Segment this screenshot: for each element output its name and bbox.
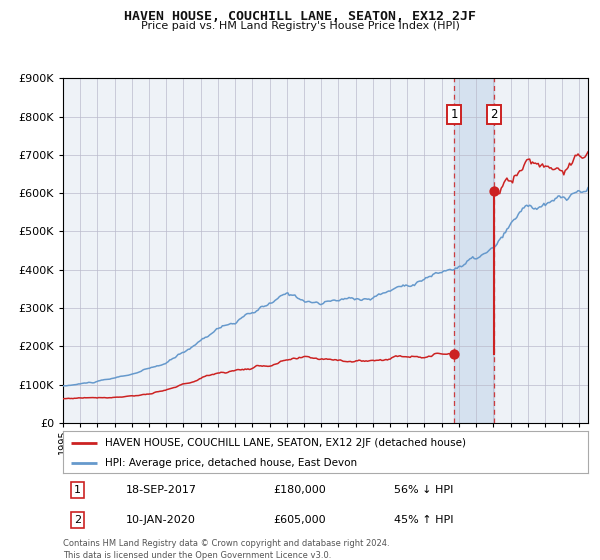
Text: 1: 1	[451, 108, 458, 121]
Text: £605,000: £605,000	[273, 515, 326, 525]
Text: 45% ↑ HPI: 45% ↑ HPI	[394, 515, 453, 525]
Text: Contains HM Land Registry data © Crown copyright and database right 2024.
This d: Contains HM Land Registry data © Crown c…	[63, 539, 389, 559]
Text: HAVEN HOUSE, COUCHILL LANE, SEATON, EX12 2JF (detached house): HAVEN HOUSE, COUCHILL LANE, SEATON, EX12…	[105, 437, 466, 447]
Point	[489, 187, 499, 196]
Text: 2: 2	[490, 108, 497, 121]
Bar	[454, 78, 494, 423]
Text: HAVEN HOUSE, COUCHILL LANE, SEATON, EX12 2JF: HAVEN HOUSE, COUCHILL LANE, SEATON, EX12…	[124, 10, 476, 23]
Text: HPI: Average price, detached house, East Devon: HPI: Average price, detached house, East…	[105, 458, 357, 468]
Text: £180,000: £180,000	[273, 486, 326, 496]
Text: 2: 2	[74, 515, 81, 525]
Text: 1: 1	[74, 486, 81, 496]
Point	[449, 349, 459, 358]
Text: Price paid vs. HM Land Registry's House Price Index (HPI): Price paid vs. HM Land Registry's House …	[140, 21, 460, 31]
Text: 56% ↓ HPI: 56% ↓ HPI	[394, 486, 453, 496]
Text: 10-JAN-2020: 10-JAN-2020	[126, 515, 196, 525]
Text: 18-SEP-2017: 18-SEP-2017	[126, 486, 197, 496]
